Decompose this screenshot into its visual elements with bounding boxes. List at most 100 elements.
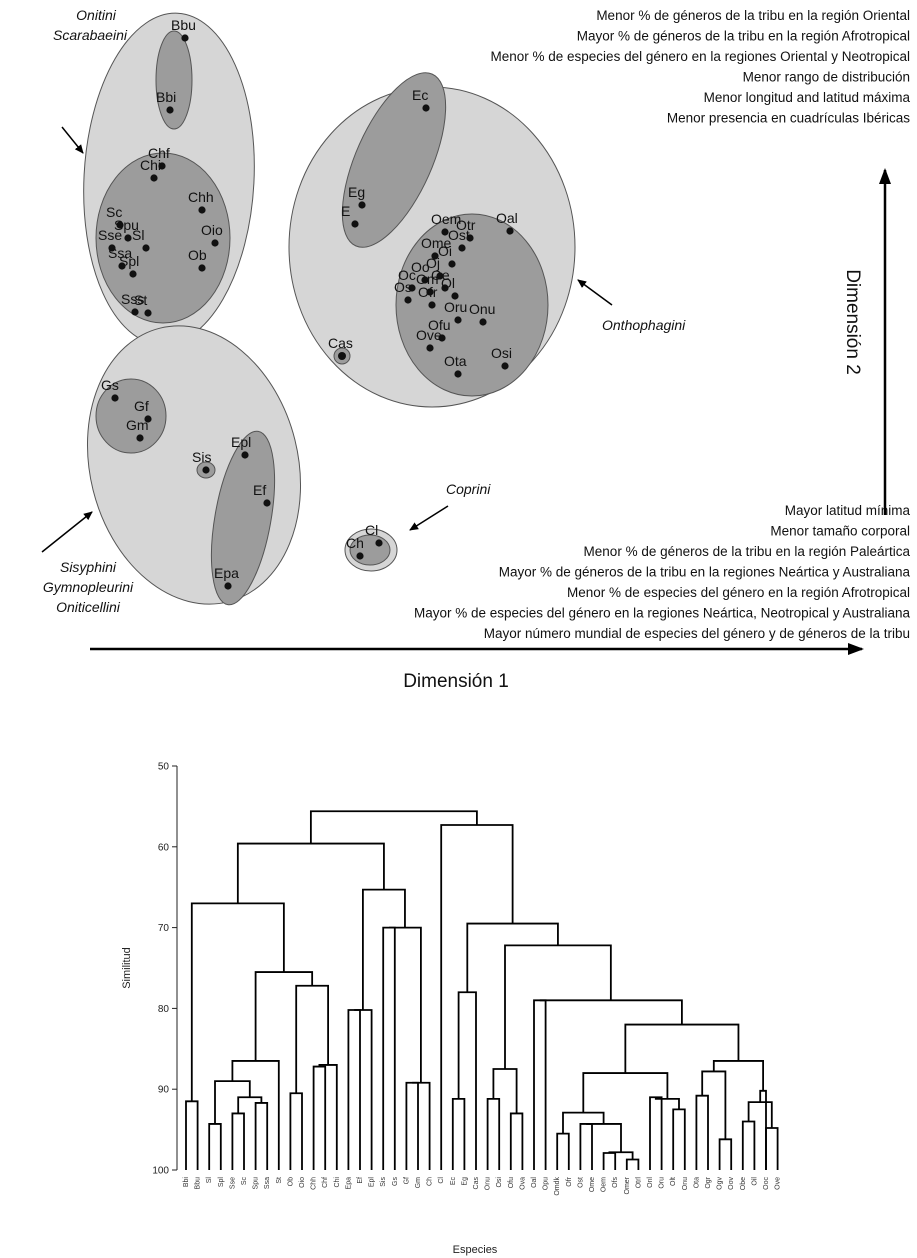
point-ch xyxy=(356,552,364,560)
leaf-label: Sl xyxy=(206,1177,213,1184)
point-gm xyxy=(136,434,144,442)
leaf-label: Cas xyxy=(473,1177,480,1190)
dendrogram-leaf-labels: Bbi Bbu Sl Spl Sse Sc Spu Ssa St Ob Oio Chh Chf Chi Ep… xyxy=(183,1176,782,1195)
y-tick-label: 70 xyxy=(158,923,170,934)
point-label-ch: Ch xyxy=(346,535,364,551)
point-cas xyxy=(338,352,346,360)
leaf-label: Osi xyxy=(496,1177,503,1188)
group-label-sisyphini: Sisyphini xyxy=(60,559,117,575)
point-label-oj: Oj xyxy=(426,255,440,271)
point-eg xyxy=(358,201,366,209)
dendrogram: 50 60 70 80 90 100 Similitud Bbi Bbu Sl Spl Sse Sc… xyxy=(121,762,782,1257)
point-label-sc: Sc xyxy=(106,204,122,220)
group-label-onthophagini: Onthophagini xyxy=(602,317,686,333)
point-label-ol: Ol xyxy=(441,275,455,291)
point-oc xyxy=(408,284,416,292)
leaf-label: Sse xyxy=(229,1177,236,1189)
leaf-label: Oov xyxy=(728,1177,735,1190)
group-label-scarabaeini: Scarabaeini xyxy=(53,27,128,43)
point-oal xyxy=(506,227,514,235)
group-label-onitini: Onitini xyxy=(76,7,117,23)
leaf-label: Spu xyxy=(253,1177,260,1190)
dendrogram-link xyxy=(765,1127,779,1170)
dendrogram-x-label: Especies xyxy=(453,1244,498,1256)
point-label-oem: Oem xyxy=(431,211,461,227)
point-sc xyxy=(116,221,124,229)
dendrogram-link xyxy=(586,1123,622,1153)
leaf-label: Oal xyxy=(531,1177,538,1188)
dendrogram-link xyxy=(237,1096,263,1114)
point-label-gm: Gm xyxy=(126,417,149,433)
leaf-label: Ef xyxy=(357,1177,364,1184)
point-ec xyxy=(422,104,430,112)
dendrogram-link xyxy=(318,1064,338,1170)
point-chi xyxy=(150,174,158,182)
dendrogram-link xyxy=(747,1101,773,1128)
point-label-ssa: Ssa xyxy=(108,245,132,261)
point-gs xyxy=(111,394,119,402)
dimension-1-note: Menor tamaño corporal xyxy=(770,524,910,539)
dendrogram-link xyxy=(625,1158,640,1170)
point-oru xyxy=(454,316,462,324)
point-epa xyxy=(224,582,232,590)
dimension-1-note: Mayor % de géneros de la tribu en la reg… xyxy=(499,565,911,580)
subgroup-ellipse-euonthophagus xyxy=(341,72,447,248)
leaf-label: Sc xyxy=(241,1177,248,1186)
point-ssa xyxy=(118,262,126,270)
point-om xyxy=(426,288,434,296)
point-label-sse: Sse xyxy=(98,227,122,243)
dendrogram-link xyxy=(231,1112,245,1170)
point-label-ef: Ef xyxy=(253,482,266,498)
point-label-oo: Oo xyxy=(411,259,430,275)
point-label-ec: Ec xyxy=(412,87,428,103)
dendrogram-link xyxy=(486,1098,501,1170)
point-label-chf: Chf xyxy=(148,145,170,161)
group-label-oniticellini: Oniticellini xyxy=(56,599,121,615)
point-ofr xyxy=(428,301,436,309)
dendrogram-y-ticks: 50 60 70 80 90 100 xyxy=(152,762,177,1177)
leaf-label: Ogr xyxy=(705,1176,712,1188)
leaf-label: Oio xyxy=(299,1177,306,1188)
point-sl xyxy=(142,244,150,252)
y-tick-label: 100 xyxy=(152,1166,169,1177)
point-label-ofu: Ofu xyxy=(428,317,451,333)
dendrogram-link xyxy=(492,1068,518,1114)
point-st xyxy=(144,309,152,317)
dimension-1-note: Menor % de géneros de la tribu en la reg… xyxy=(584,544,911,559)
point-label-oal: Oal xyxy=(496,210,518,226)
leaf-label: Obe xyxy=(740,1177,747,1190)
point-otr xyxy=(466,234,474,242)
point-epl xyxy=(241,451,249,459)
point-label-oru: Oru xyxy=(444,299,467,315)
leaf-label: Bbi xyxy=(183,1177,190,1188)
leaf-label: Onl xyxy=(647,1177,654,1188)
dimension-2-note: Mayor % de géneros de la tribu en la reg… xyxy=(577,29,910,44)
point-oe xyxy=(441,284,449,292)
point-label-om: Om xyxy=(416,271,439,287)
leaf-label: Gs xyxy=(392,1177,399,1186)
leaf-label: Sis xyxy=(380,1177,387,1187)
point-label-oc: Oc xyxy=(398,267,416,283)
point-label-ome: Ome xyxy=(421,235,452,251)
dendrogram-link xyxy=(412,1081,431,1170)
leaf-label: Ob xyxy=(287,1177,294,1186)
point-label-gs: Gs xyxy=(101,377,119,393)
point-label-oi: Oi xyxy=(438,243,452,259)
dimension-1-label: Dimensión 1 xyxy=(403,671,509,692)
leaf-label: Ota xyxy=(693,1177,700,1188)
point-gf xyxy=(144,415,152,423)
leaf-label: Epl xyxy=(369,1177,376,1188)
point-onu xyxy=(479,318,487,326)
leaf-label: Omdk xyxy=(554,1177,561,1196)
dendrogram-link xyxy=(718,1138,733,1170)
point-ef xyxy=(263,499,271,507)
point-label-otr: Otr xyxy=(456,217,476,233)
dendrogram-link xyxy=(451,1098,466,1170)
dimension-2-note: Menor % de especies del género en la reg… xyxy=(491,49,911,64)
dendrogram-link xyxy=(354,1009,373,1170)
dendrogram-link xyxy=(466,922,559,993)
point-os xyxy=(404,296,412,304)
point-label-ost: Ost xyxy=(448,227,470,243)
dendrogram-link xyxy=(579,1123,593,1170)
